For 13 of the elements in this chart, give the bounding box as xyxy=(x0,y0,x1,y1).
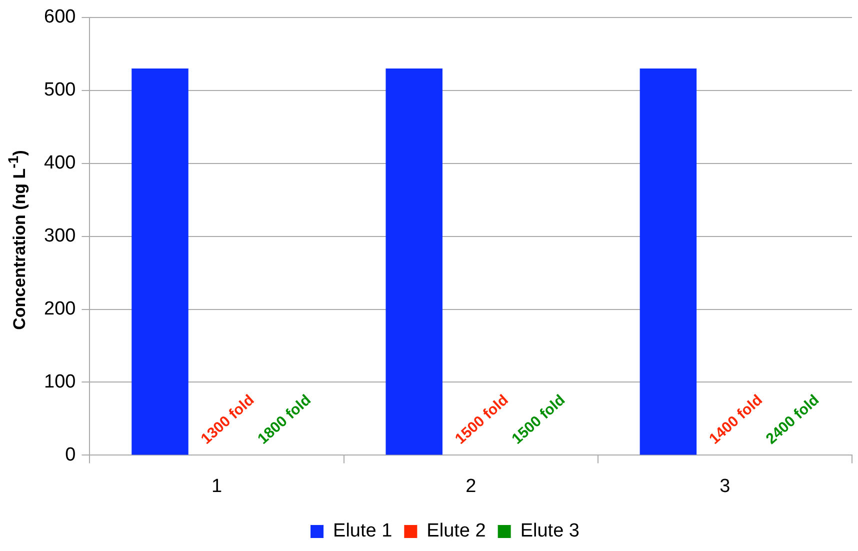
x-tick-label: 3 xyxy=(720,476,730,497)
y-tick-label: 300 xyxy=(44,226,76,247)
y-tick-label: 500 xyxy=(44,80,76,101)
y-tick-label: 200 xyxy=(44,298,76,320)
legend-label: Elute 2 xyxy=(426,520,486,542)
y-tick-label: 600 xyxy=(44,6,76,28)
legend-label: Elute 1 xyxy=(333,520,392,542)
y-tick-label: 0 xyxy=(65,444,76,466)
y-tick-label: 400 xyxy=(44,152,76,174)
y-tick-label: 100 xyxy=(44,371,76,392)
legend-label: Elute 3 xyxy=(520,520,580,542)
x-tick-label: 2 xyxy=(466,476,476,497)
x-tick-label: 1 xyxy=(211,476,222,497)
